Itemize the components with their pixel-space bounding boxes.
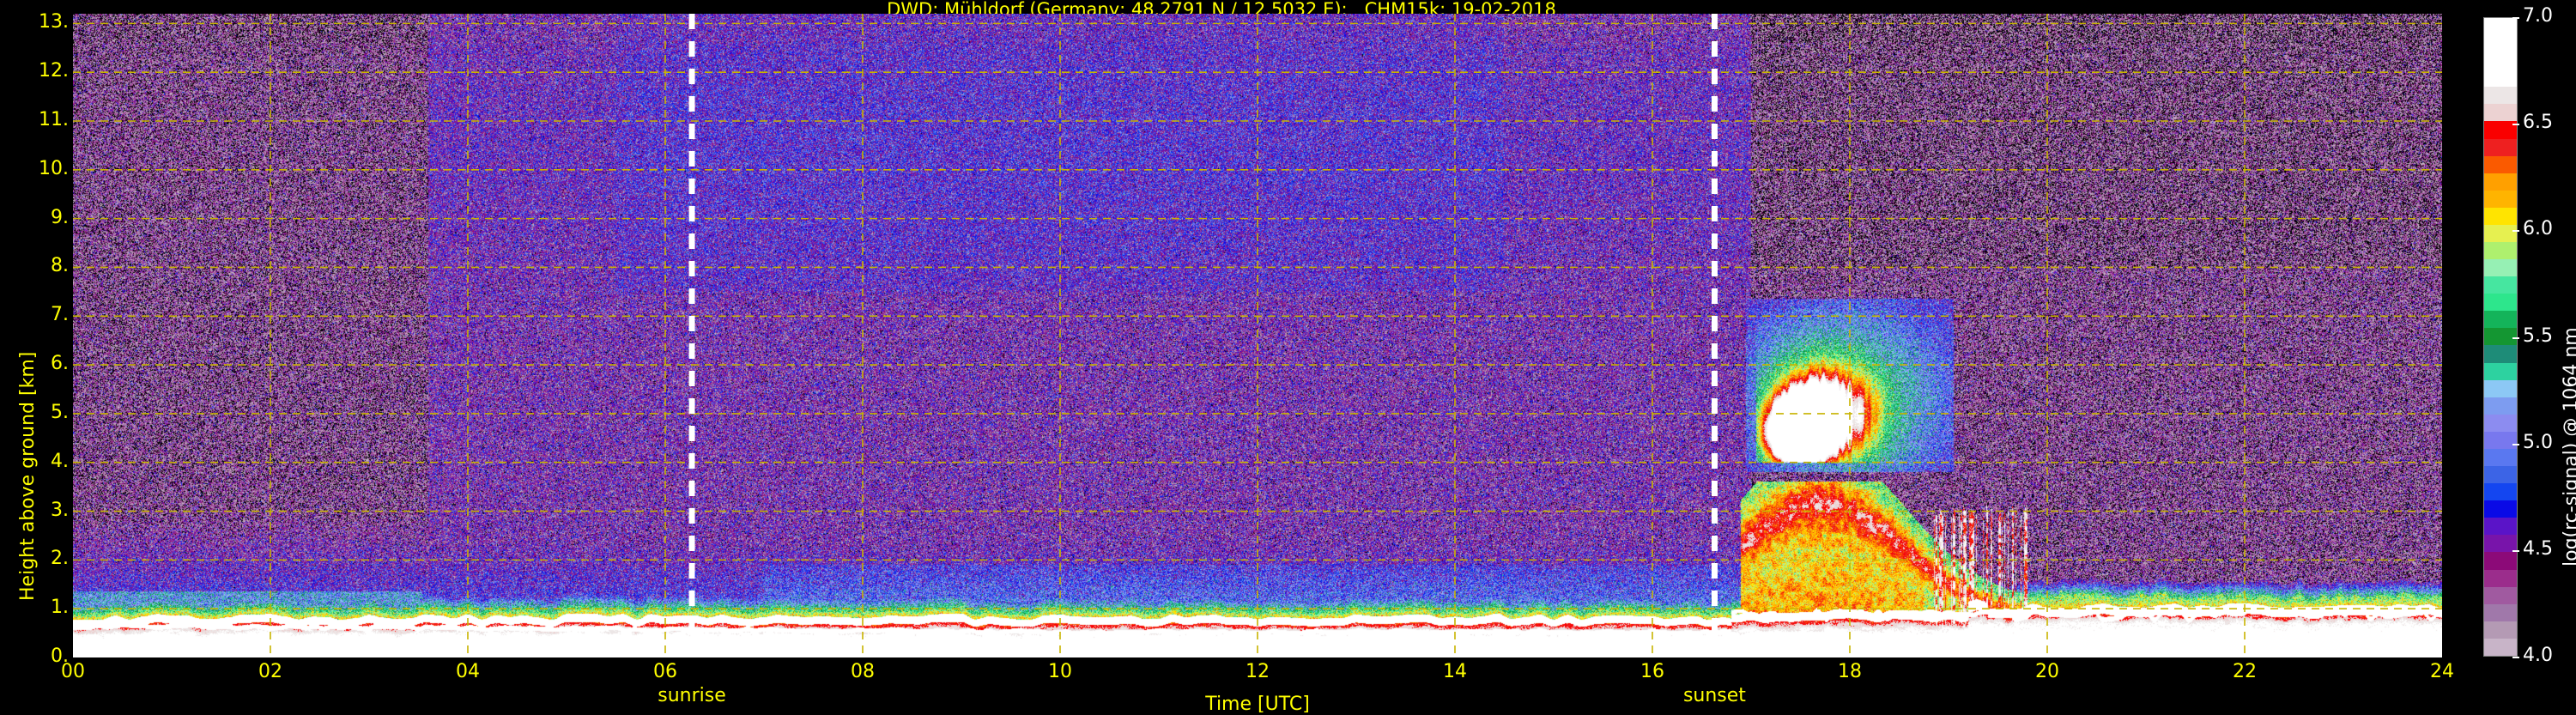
colorbar-segment [2484,569,2517,587]
x-tick-label: 10 [1048,661,1072,682]
colorbar-segment [2484,173,2517,191]
colorbar-tick-mark [2512,443,2519,445]
colorbar-segment [2484,52,2517,70]
colorbar-segment [2484,104,2517,122]
colorbar-segment [2484,259,2517,277]
heatmap-plot-area[interactable] [73,14,2442,657]
y-tick-label: 4. [51,450,69,472]
colorbar-segment [2484,518,2517,536]
x-tick-label: 08 [851,661,875,682]
colorbar-tick-mark [2512,336,2519,339]
y-tick-label: 8. [51,255,69,277]
sunset-label: sunset [1682,685,1746,706]
colorbar-segment [2484,207,2517,225]
colorbar-segment [2484,242,2517,260]
colorbar-segment [2484,379,2517,397]
sunrise-label: sunrise [658,685,726,706]
colorbar-segment [2484,87,2517,105]
y-tick-label: 1. [51,597,69,619]
colorbar-segment [2484,414,2517,432]
x-tick-label: 20 [2035,661,2059,682]
colorbar-tick-label: 5.0 [2523,431,2553,453]
colorbar-tick-label: 4.0 [2523,645,2553,666]
y-tick-label: 0. [51,645,69,667]
colorbar-segment [2484,448,2517,467]
colorbar-segment [2484,397,2517,415]
y-tick-label: 9. [51,206,69,228]
colorbar-tick-label: 7.0 [2523,5,2553,27]
x-tick-label: 16 [1640,661,1664,682]
y-tick-label: 5. [51,401,69,423]
y-tick-label: 7. [51,304,69,326]
colorbar-segment [2484,190,2517,208]
x-tick-label: 04 [456,661,480,682]
colorbar-segment [2484,311,2517,329]
colorbar-gradient [2483,17,2518,657]
colorbar-segment [2484,500,2517,518]
colorbar-segment [2484,328,2517,346]
colorbar-tick-label: 5.5 [2523,324,2553,347]
y-tick-label: 2. [51,548,69,570]
colorbar-segment [2484,35,2517,53]
colorbar-title: log(rc-signal) @ 1064 nm [2561,327,2576,567]
y-tick-label: 12. [39,60,69,82]
y-tick-label: 10. [39,157,69,179]
colorbar[interactable] [2483,17,2518,657]
x-tick-label: 18 [1838,661,1862,682]
colorbar-tick-mark [2512,17,2519,19]
colorbar-segment [2484,586,2517,604]
colorbar-segment [2484,535,2517,553]
colorbar-segment [2484,431,2517,449]
colorbar-segment [2484,345,2517,363]
backscatter-heatmap [73,14,2442,657]
colorbar-segment [2484,121,2517,139]
colorbar-segment [2484,155,2517,173]
colorbar-segment [2484,466,2517,484]
colorbar-segment [2484,362,2517,380]
y-tick-label: 3. [51,499,69,521]
colorbar-segment [2484,552,2517,570]
colorbar-tick-label: 6.0 [2523,218,2553,240]
x-tick-label: 24 [2430,661,2454,682]
x-tick-label: 06 [653,661,677,682]
colorbar-segment [2484,18,2517,36]
colorbar-tick-mark [2512,124,2519,126]
colorbar-tick-mark [2512,549,2519,552]
colorbar-tick-label: 6.5 [2523,112,2553,134]
colorbar-segment [2484,70,2517,88]
colorbar-segment [2484,276,2517,294]
x-axis-title: Time [UTC] [1205,694,1310,715]
colorbar-segment [2484,638,2517,656]
y-tick-label: 6. [51,353,69,375]
colorbar-segment [2484,294,2517,312]
colorbar-segment [2484,224,2517,243]
colorbar-tick-mark [2512,657,2519,658]
colorbar-segment [2484,603,2517,621]
colorbar-tick-label: 4.5 [2523,537,2553,560]
y-tick-label: 11. [39,109,69,130]
x-tick-label: 22 [2233,661,2257,682]
x-tick-label: 14 [1443,661,1467,682]
y-tick-label: 13. [39,11,69,33]
x-tick-label: 00 [61,661,85,682]
colorbar-segment [2484,138,2517,156]
colorbar-tick-mark [2512,230,2519,233]
colorbar-segment [2484,483,2517,501]
x-tick-label: 12 [1246,661,1270,682]
colorbar-segment [2484,621,2517,639]
x-tick-label: 02 [258,661,282,682]
